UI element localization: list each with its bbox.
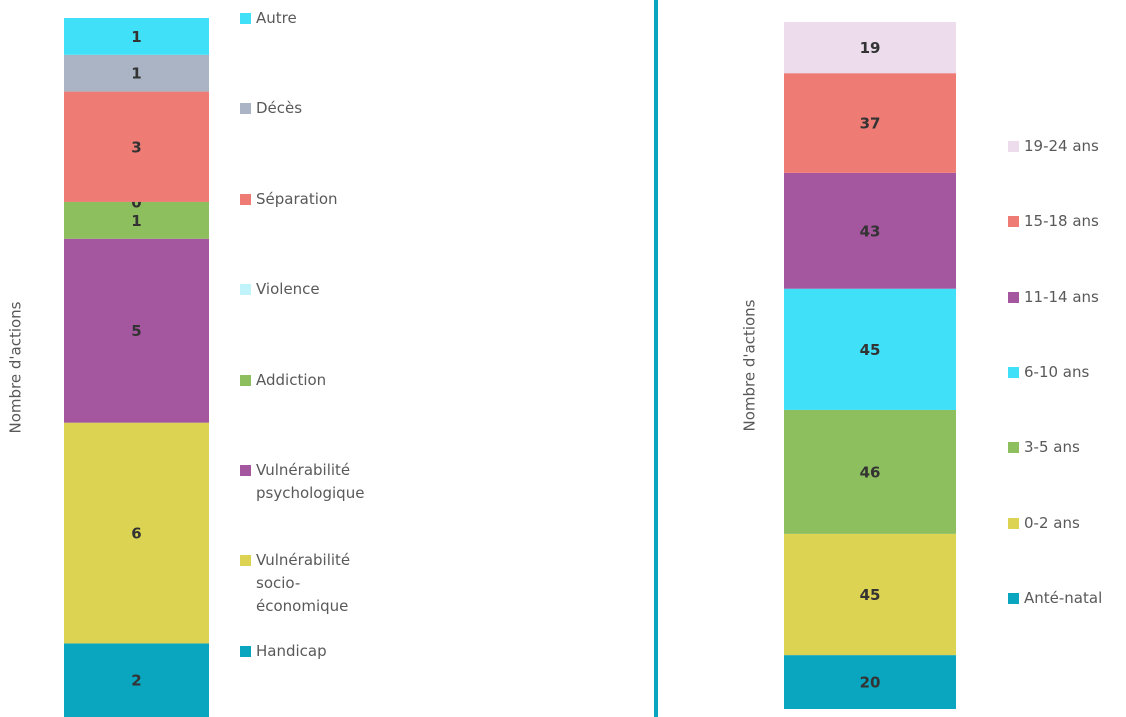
legend-swatch: [240, 555, 251, 567]
legend-item: 19-24 ans: [1008, 135, 1126, 158]
legend-label: Vulnérabilité socio-économique: [256, 551, 351, 616]
bar-segment: [64, 422, 209, 644]
legend-label: Addiction: [256, 370, 327, 389]
legend-label: 0-2 ans: [1024, 513, 1080, 532]
legend-item: 3-5 ans: [1008, 436, 1126, 459]
legend-swatch: [240, 103, 251, 115]
value-label: 1: [131, 212, 141, 230]
legend-item: Autre: [240, 7, 368, 30]
bar-segment: [64, 643, 209, 717]
legend-swatch: [1008, 366, 1019, 378]
legend-item: Décès: [240, 97, 368, 120]
legend-item: Vulnérabilité socio-économique: [240, 549, 368, 618]
value-label: 6: [131, 525, 141, 543]
legend-label: Violence: [256, 280, 320, 299]
bar-segment: [64, 201, 209, 239]
value-label: 45: [860, 586, 881, 604]
value-label: 0: [131, 193, 141, 211]
bar-segment: [784, 22, 956, 74]
legend-item: 11-14 ans: [1008, 286, 1126, 309]
bar-segment: [784, 409, 956, 534]
bar-segment: [784, 655, 956, 709]
legend-item: Handicap: [240, 640, 368, 663]
legend-swatch: [240, 465, 251, 476]
bar-segment: [784, 73, 956, 173]
value-label: 45: [860, 341, 881, 359]
bar-segment: [64, 18, 209, 55]
y-axis-label: Nombre d'actions: [7, 301, 25, 433]
value-label: 43: [860, 222, 881, 240]
legend-item: Violence: [240, 278, 368, 301]
legend-label: Anté-natal: [1024, 588, 1103, 607]
legend-item: Addiction: [240, 369, 368, 392]
legend-swatch: [240, 193, 251, 205]
value-label: 37: [860, 115, 881, 133]
legend-label: Autre: [256, 9, 297, 27]
bar-segment: [64, 54, 209, 92]
legend-label: 11-14 ans: [1024, 287, 1099, 306]
value-label: 3: [131, 138, 141, 156]
legend-item: 15-18 ans: [1008, 210, 1126, 233]
legend-label: 3-5 ans: [1024, 438, 1080, 457]
legend-swatch: [240, 13, 251, 24]
legend-label: 19-24 ans: [1024, 137, 1099, 155]
legend-swatch: [1008, 442, 1019, 454]
legend-swatch: [240, 645, 251, 657]
legend-swatch: [1008, 517, 1019, 529]
legend-swatch: [240, 374, 251, 386]
bar-segment: [784, 533, 956, 656]
legend-swatch: [1008, 216, 1019, 228]
legend-swatch: [240, 284, 251, 296]
bar-segment: [64, 91, 209, 202]
y-axis-label: Nombre d'actions: [741, 299, 759, 431]
value-label: 5: [131, 322, 141, 340]
legend-label: Vulnérabilité psychologique: [256, 461, 365, 502]
legend-label: 15-18 ans: [1024, 212, 1099, 231]
value-label: 1: [131, 28, 141, 46]
legend-item: Vulnérabilité psychologique: [240, 459, 368, 505]
legend-swatch: [1008, 141, 1019, 152]
bar-segment: [64, 238, 209, 423]
bar-segment: [784, 288, 956, 410]
value-label: 2: [131, 672, 141, 690]
legend-label: Décès: [256, 99, 303, 118]
value-label: 19: [860, 39, 881, 57]
legend-swatch: [1008, 291, 1019, 303]
bar-segment: [784, 172, 956, 289]
legend-item: 6-10 ans: [1008, 361, 1126, 384]
legend-label: Séparation: [256, 189, 338, 208]
value-label: 1: [131, 65, 141, 83]
legend-item: Anté-natal: [1008, 587, 1126, 610]
legend-item: Séparation: [240, 188, 368, 211]
value-label: 20: [860, 674, 881, 692]
legend-swatch: [1008, 592, 1019, 604]
legend-label: Handicap: [256, 641, 327, 660]
legend-label: 6-10 ans: [1024, 362, 1090, 381]
legend-item: 0-2 ans: [1008, 512, 1126, 535]
value-label: 46: [860, 463, 881, 481]
